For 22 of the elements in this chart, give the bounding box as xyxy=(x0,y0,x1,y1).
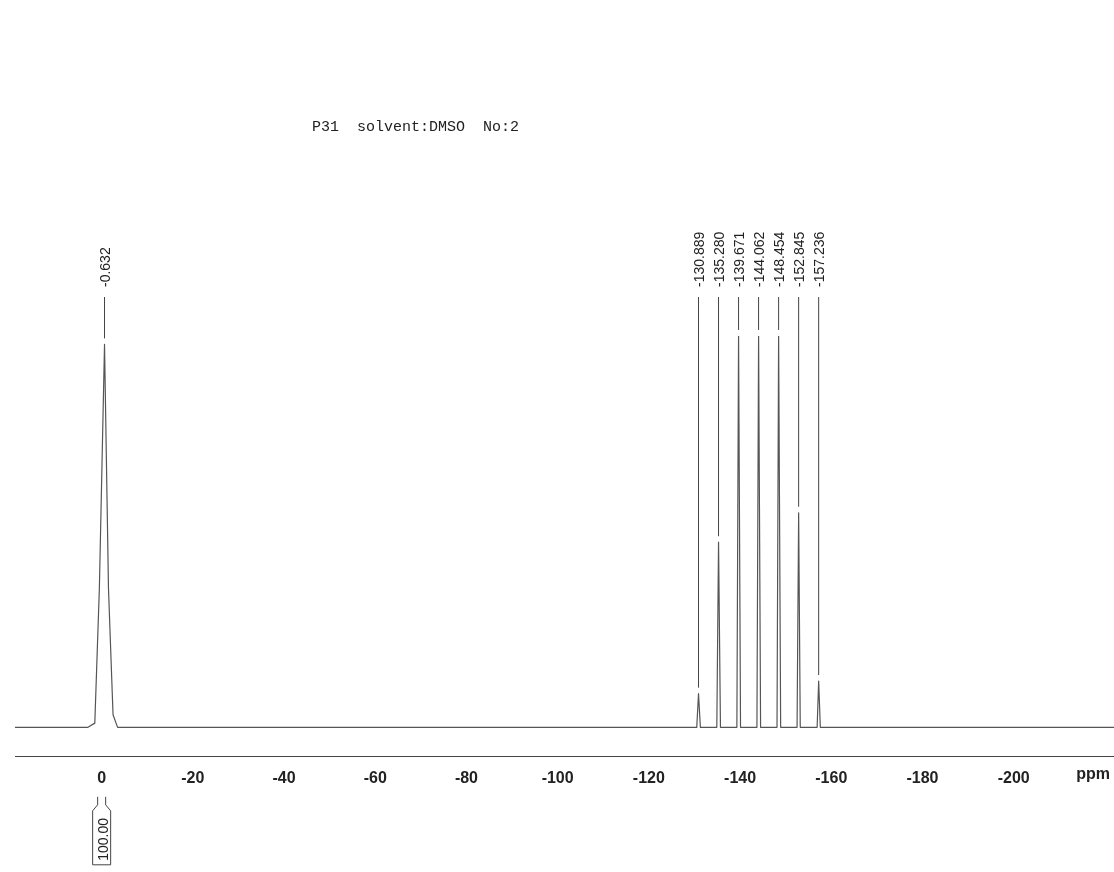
annotation: -144.062 xyxy=(750,231,767,287)
x-tick-label: -60 xyxy=(363,768,387,786)
x-tick-label: -140 xyxy=(724,768,757,786)
annotation: -0.632 xyxy=(96,247,113,287)
annotation: -148.454 xyxy=(770,231,787,287)
annotation: -139.671 xyxy=(730,231,747,287)
x-tick-label: -120 xyxy=(632,768,665,786)
chart-title: P31 solvent:DMSO No:2 xyxy=(312,118,520,136)
annotation: -157.236 xyxy=(810,231,827,287)
x-tick-label: -80 xyxy=(454,768,479,786)
annotation: -130.889 xyxy=(690,231,707,287)
x-tick-label: -40 xyxy=(272,768,296,786)
x-tick-label: -20 xyxy=(181,768,205,786)
x-tick-label: -160 xyxy=(815,768,848,786)
x-tick-label: 0 xyxy=(97,768,107,786)
x-tick-label: -180 xyxy=(906,768,939,786)
annotation: -152.845 xyxy=(790,231,807,287)
x-axis-title: ppm xyxy=(1076,765,1110,783)
x-tick-label: -200 xyxy=(997,768,1030,786)
annotation: -135.280 xyxy=(710,231,727,287)
x-tick-label: -100 xyxy=(541,768,574,786)
text: 100.00 xyxy=(94,817,111,861)
